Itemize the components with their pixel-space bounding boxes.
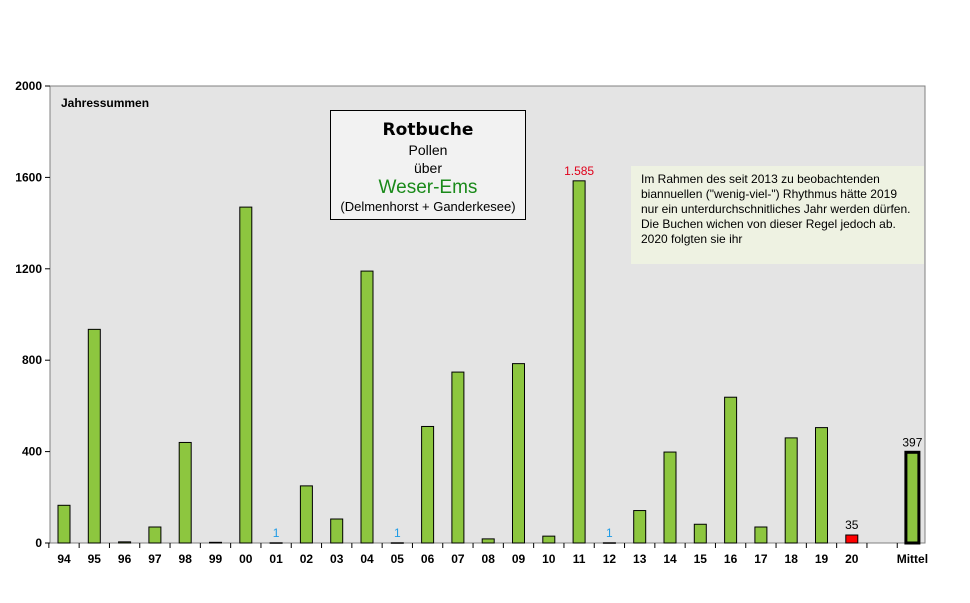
bar-94 (57, 504, 71, 544)
data-label-01: 1 (273, 526, 280, 540)
chart-title: Rotbuche (382, 120, 474, 140)
x-tick-label: 20 (845, 552, 859, 566)
bar-06 (421, 425, 435, 544)
x-tick-label: 12 (603, 552, 617, 566)
bar-00 (239, 206, 253, 544)
x-tick-label: 05 (391, 552, 405, 566)
x-tick-label: 07 (451, 552, 465, 566)
x-axis: 94 95 96 97 98 99 00 01 02 03 04 05 06 07 08 09 10 11 12 13… (48, 543, 928, 566)
bar-13 (633, 510, 647, 544)
y-axis: 0 400 800 1200 1600 2000 (15, 79, 50, 550)
y-tick-label: 2000 (15, 79, 42, 93)
bar-04 (360, 270, 374, 544)
x-tick-label: 95 (88, 552, 102, 566)
x-tick-label: 17 (754, 552, 768, 566)
bar-07 (451, 371, 465, 544)
x-tick-label: 04 (360, 552, 374, 566)
data-label-20: 35 (845, 518, 859, 532)
x-tick-label: 03 (330, 552, 344, 566)
y-tick-label: 1600 (15, 170, 42, 184)
bar-01 (269, 542, 283, 544)
x-tick-label: 16 (724, 552, 738, 566)
bar-20 (845, 534, 859, 544)
bar-17 (754, 526, 768, 544)
panel-label: Jahressummen (61, 96, 150, 110)
bar-11 (572, 180, 586, 544)
subtitle-line-2: über (413, 160, 443, 176)
data-label-Mittel: 397 (902, 435, 922, 449)
bar-18 (784, 437, 798, 544)
bar-95 (87, 328, 101, 544)
bar-15 (693, 523, 707, 544)
data-label-05: 1 (394, 526, 401, 540)
x-tick-label: 19 (815, 552, 829, 566)
bar-96 (118, 541, 132, 544)
data-labels: 1 1 1.585 1 35 397 (273, 164, 923, 540)
bar-97 (148, 526, 162, 544)
data-label-12: 1 (606, 526, 613, 540)
y-tick-label: 400 (22, 445, 42, 459)
annotation-note: Im Rahmen des seit 2013 zu beobachtenden… (631, 166, 924, 264)
bar-10 (542, 535, 556, 544)
subtitle-line-1: Pollen (408, 142, 448, 158)
region-detail: (Delmenhorst + Ganderkesee) (340, 199, 516, 214)
x-tick-label: 15 (694, 552, 708, 566)
x-tick-label: Mittel (897, 552, 928, 566)
x-tick-label: 02 (300, 552, 314, 566)
x-tick-label: 14 (663, 552, 677, 566)
bar-14 (663, 451, 677, 544)
x-tick-label: 08 (482, 552, 496, 566)
y-tick-label: 800 (22, 353, 42, 367)
bar-12 (602, 542, 616, 544)
bar-98 (178, 441, 192, 544)
y-tick-label: 0 (35, 536, 42, 550)
x-tick-label: 96 (118, 552, 132, 566)
y-tick-label: 1200 (15, 262, 42, 276)
bar-19 (815, 427, 828, 544)
bar-03 (330, 518, 344, 544)
x-tick-label: 94 (57, 552, 71, 566)
region-name: Weser-Ems (378, 177, 478, 198)
bar-09 (512, 363, 525, 544)
bar-16 (724, 396, 738, 544)
x-tick-label: 99 (209, 552, 223, 566)
bar-08 (481, 538, 495, 544)
x-tick-label: 97 (148, 552, 162, 566)
x-tick-label: 13 (633, 552, 647, 566)
chart-title-box: Rotbuche Pollen über Weser-Ems (Delmenho… (330, 110, 526, 220)
x-tick-label: 01 (269, 552, 283, 566)
x-tick-label: 11 (573, 552, 586, 566)
bar-Mittel (904, 450, 921, 545)
x-tick-label: 06 (421, 552, 435, 566)
bar-05 (390, 542, 404, 544)
x-tick-label: 98 (179, 552, 193, 566)
bar-02 (299, 485, 313, 544)
bars (57, 180, 921, 545)
data-label-11: 1.585 (564, 164, 594, 178)
x-tick-label: 09 (512, 552, 526, 566)
x-tick-label: 10 (542, 552, 556, 566)
x-tick-label: 18 (785, 552, 799, 566)
bar-99 (209, 541, 222, 544)
x-tick-label: 00 (239, 552, 253, 566)
